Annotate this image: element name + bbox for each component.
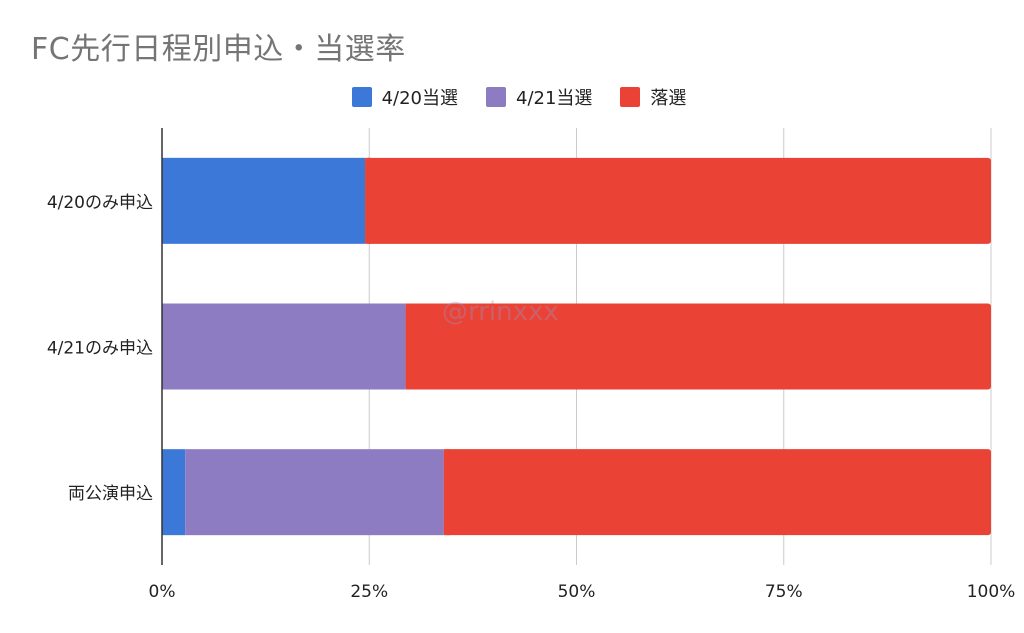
legend-swatch (486, 87, 506, 107)
legend-label: 4/21当選 (516, 88, 593, 109)
legend-label: 落選 (650, 88, 687, 109)
category-label: 4/20のみ申込 (47, 193, 153, 213)
bar-segment-join (443, 449, 450, 536)
bar-segment (405, 303, 991, 390)
legend: 4/20当選 4/21当選 落選 (0, 84, 1024, 110)
bar-segment (365, 157, 992, 244)
bar-segment (162, 449, 186, 536)
bar-segment (162, 303, 406, 390)
x-tick-label: 50% (558, 582, 596, 602)
bar-segment (185, 449, 444, 536)
legend-swatch (351, 87, 372, 107)
chart-title: FC先行日程別申込・当選率 (31, 32, 406, 67)
x-tick-label: 0% (149, 582, 176, 602)
legend-item: 落選 (620, 84, 686, 110)
x-tick-label: 100% (967, 582, 1016, 602)
bar-segment-join (405, 303, 412, 390)
legend-item: 4/21当選 (486, 84, 592, 110)
category-label: 4/21のみ申込 (47, 339, 153, 359)
legend-label: 4/20当選 (381, 88, 458, 109)
x-tick-label: 75% (765, 582, 803, 602)
x-tick-label: 25% (350, 582, 388, 602)
bar-segment (162, 157, 366, 244)
bar-segment-join (365, 157, 372, 244)
bar-segment (443, 449, 991, 536)
legend-swatch (620, 87, 641, 107)
legend-item: 4/20当選 (351, 84, 458, 110)
category-label: 両公演申込 (68, 484, 153, 504)
